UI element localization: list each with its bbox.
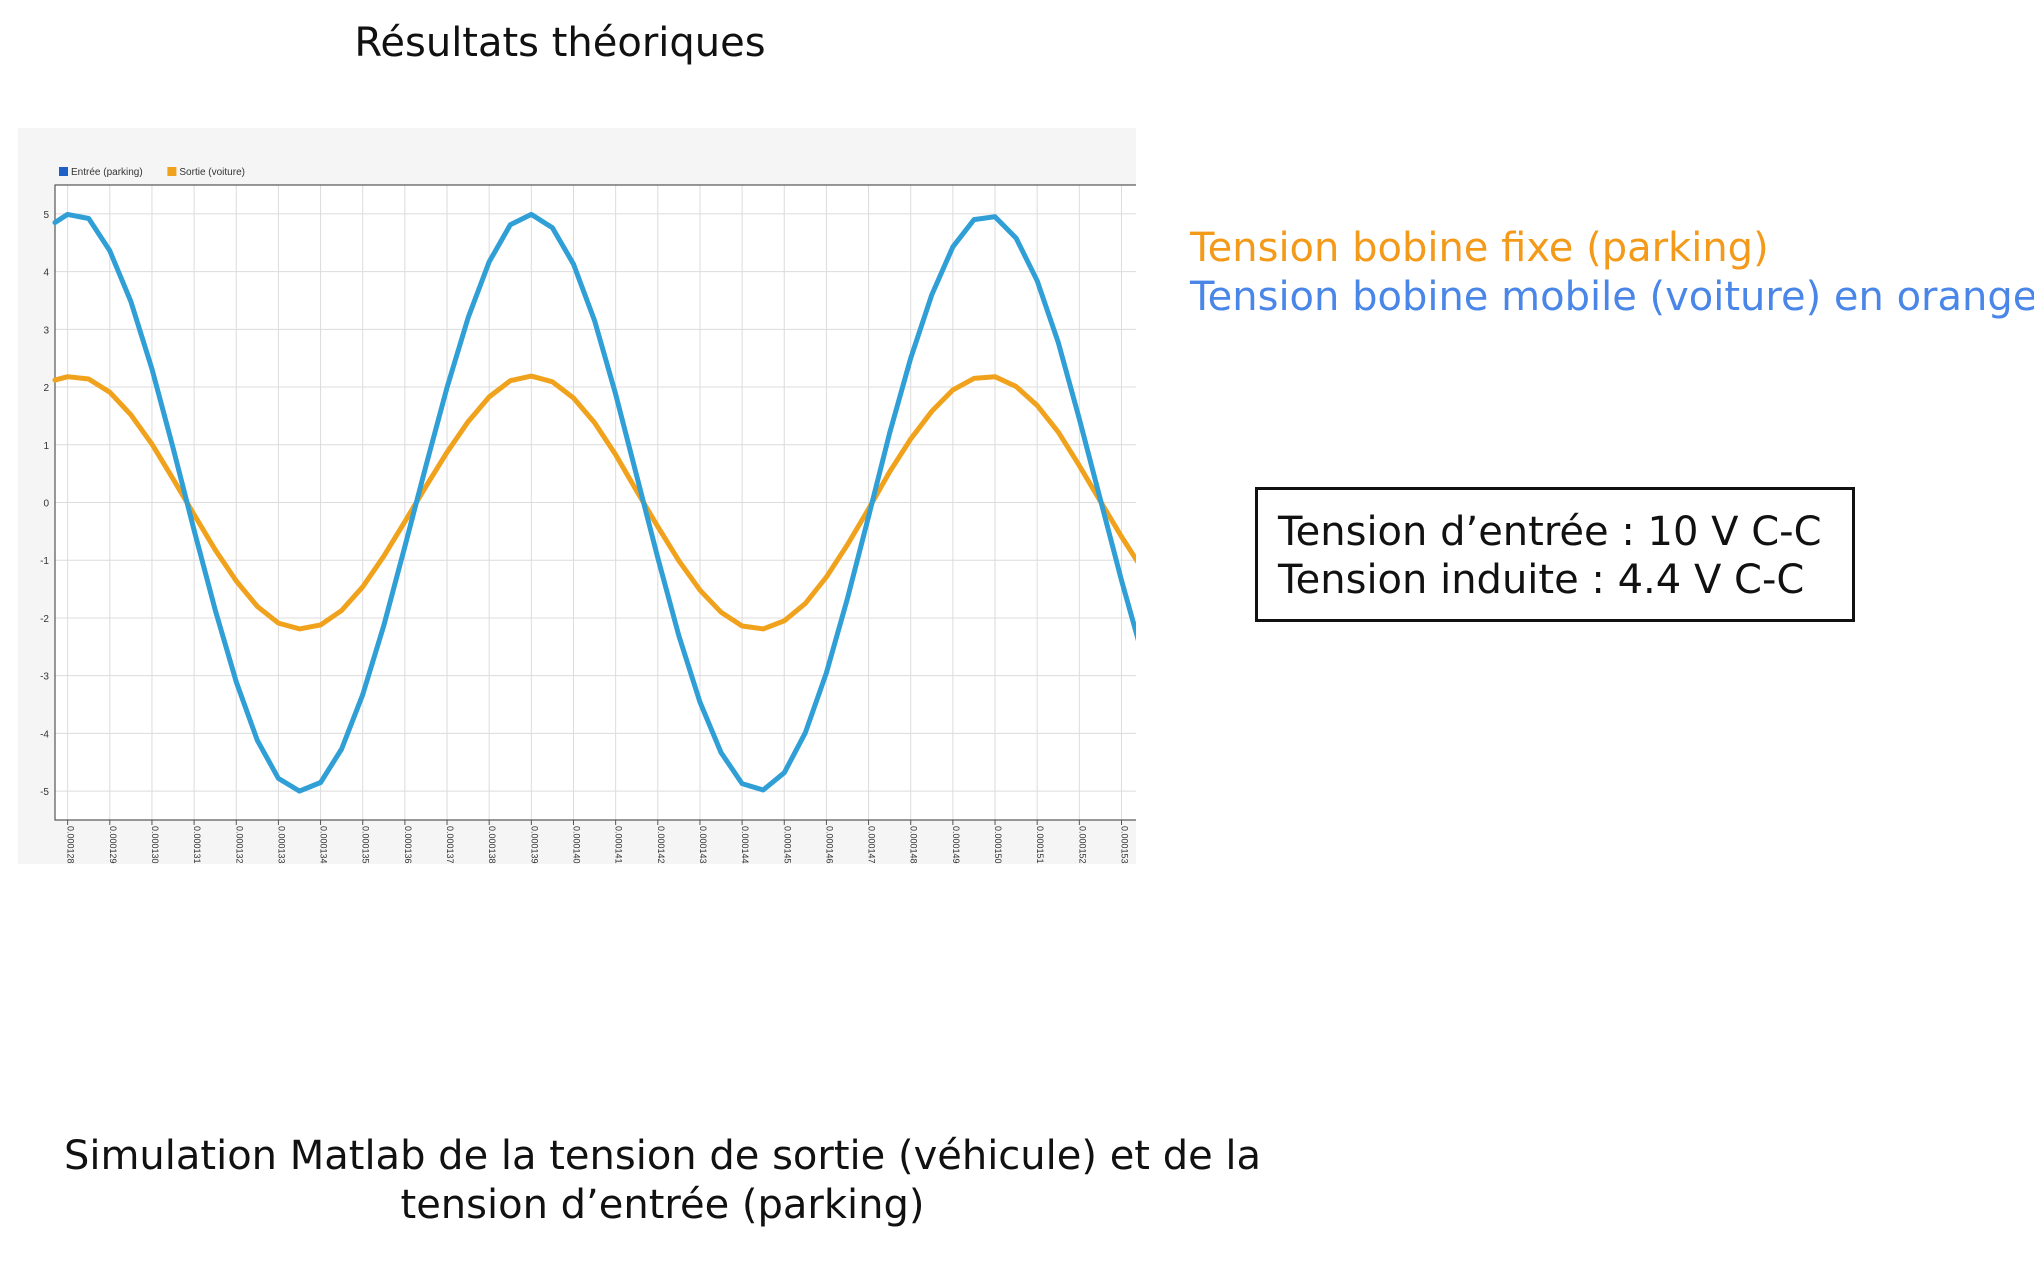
y-tick-label: -3 xyxy=(40,672,49,683)
x-tick-label: 0.000149 xyxy=(951,826,961,864)
legend-note-line-fixed-coil: Tension bobine fixe (parking) xyxy=(1190,225,1769,271)
input-voltage-text: Tension d’entrée : 10 V C-C xyxy=(1278,509,1822,555)
y-tick-label: 3 xyxy=(43,325,49,336)
y-tick-label: 5 xyxy=(43,210,49,221)
legend-note-line-mobile-coil: Tension bobine mobile (voiture) en orang… xyxy=(1190,274,2034,320)
page-title: Résultats théoriques xyxy=(354,20,766,66)
x-tick-label: 0.000144 xyxy=(740,826,750,864)
caption: Simulation Matlab de la tension de sorti… xyxy=(40,1132,1285,1230)
legend-swatch xyxy=(59,167,68,176)
y-tick-label: -1 xyxy=(40,556,49,567)
x-tick-label: 0.000128 xyxy=(66,826,76,864)
x-tick-label: 0.000134 xyxy=(319,826,329,864)
x-tick-label: 0.000147 xyxy=(867,826,877,864)
y-tick-label: 4 xyxy=(43,268,49,279)
x-tick-label: 0.000136 xyxy=(403,826,413,864)
x-tick-label: 0.000138 xyxy=(487,826,497,864)
caption-line-1: Simulation Matlab de la tension de sorti… xyxy=(63,1133,1262,1179)
x-tick-label: 0.000142 xyxy=(656,826,666,864)
x-tick-label: 0.000132 xyxy=(234,826,244,864)
x-tick-label: 0.000151 xyxy=(1035,826,1045,864)
y-tick-label: 2 xyxy=(43,383,49,394)
legend-entry: Entrée (parking) xyxy=(71,167,143,178)
info-box: Tension d’entrée : 10 V C-C Tension indu… xyxy=(1255,487,1855,622)
series-line xyxy=(52,373,1136,632)
chart-panel: 5 4 3 2 1 0 -1 -2 -3 -4 -5 0.000128 0.000129 0.000130… xyxy=(18,128,1136,864)
series-line xyxy=(52,211,1136,794)
legend-note: Tension bobine fixe (parking) Tension bo… xyxy=(1190,224,2034,322)
caption-line-2: tension d’entrée (parking) xyxy=(400,1182,925,1228)
x-tick-label: 0.000145 xyxy=(782,826,792,864)
induced-voltage-text: Tension induite : 4.4 V C-C xyxy=(1278,557,1805,603)
x-tick-label: 0.000133 xyxy=(276,826,286,864)
legend-swatch xyxy=(167,167,177,176)
y-tick-label: -5 xyxy=(40,787,49,798)
x-tick-label: 0.000129 xyxy=(108,826,118,864)
x-tick-label: 0.000153 xyxy=(1119,826,1129,864)
x-tick-label: 0.000146 xyxy=(824,826,834,864)
x-tick-label: 0.000140 xyxy=(571,826,581,864)
y-tick-label: 1 xyxy=(43,441,49,452)
x-tick-label: 0.000148 xyxy=(909,826,919,864)
y-tick-label: 0 xyxy=(43,499,49,510)
line-chart: 5 4 3 2 1 0 -1 -2 -3 -4 -5 0.000128 0.000129 0.000130… xyxy=(40,167,1136,864)
x-tick-label: 0.000131 xyxy=(192,826,202,864)
y-tick-label: -2 xyxy=(40,614,49,625)
x-tick-label: 0.000150 xyxy=(993,826,1003,864)
x-tick-label: 0.000135 xyxy=(361,826,371,864)
x-tick-label: 0.000152 xyxy=(1077,826,1087,864)
plot-border xyxy=(54,184,1136,821)
x-tick-label: 0.000137 xyxy=(445,826,455,864)
y-tick-label: -4 xyxy=(40,729,49,740)
x-tick-label: 0.000130 xyxy=(150,826,160,864)
x-tick-label: 0.000139 xyxy=(529,826,539,864)
x-tick-label: 0.000143 xyxy=(698,826,708,864)
legend-entry: Sortie (voiture) xyxy=(179,167,245,178)
x-tick-label: 0.000141 xyxy=(614,826,624,864)
